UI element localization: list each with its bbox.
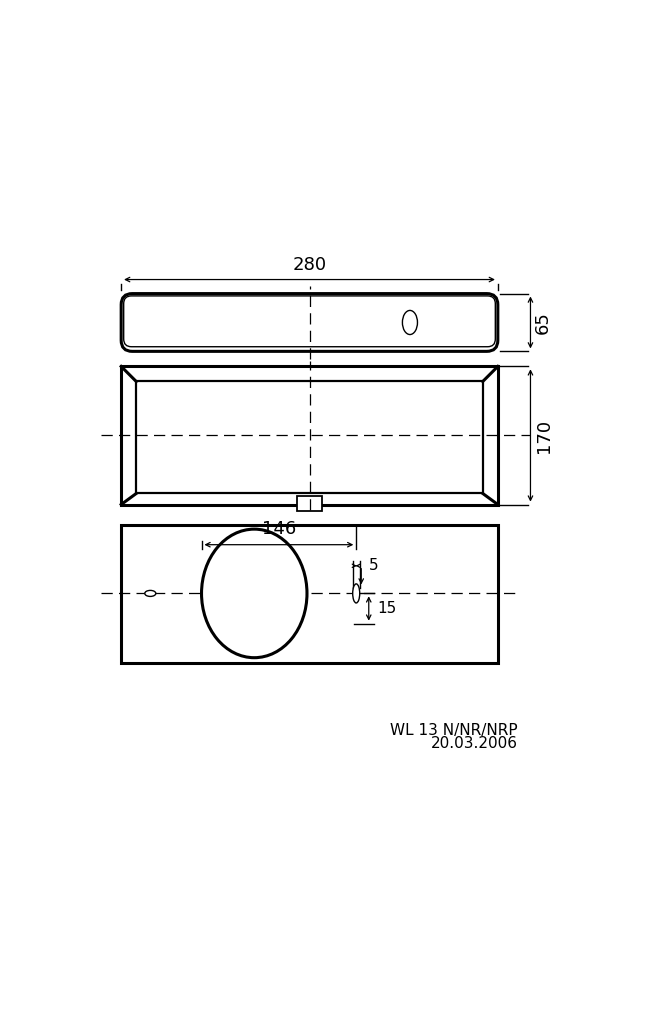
Ellipse shape xyxy=(145,590,156,596)
Bar xyxy=(121,366,498,504)
Bar xyxy=(297,496,322,511)
FancyBboxPatch shape xyxy=(124,296,495,347)
Text: 146: 146 xyxy=(262,520,296,538)
Text: 280: 280 xyxy=(292,255,327,273)
Text: WL 13 N/NR/NRP: WL 13 N/NR/NRP xyxy=(390,723,518,738)
Text: 20.03.2006: 20.03.2006 xyxy=(431,736,518,751)
Text: 170: 170 xyxy=(535,419,553,452)
Bar xyxy=(121,525,498,663)
Bar xyxy=(136,381,483,493)
Ellipse shape xyxy=(202,529,307,658)
Ellipse shape xyxy=(353,584,360,603)
FancyBboxPatch shape xyxy=(121,294,498,351)
Ellipse shape xyxy=(402,311,417,335)
Text: 5: 5 xyxy=(369,558,378,573)
Text: 15: 15 xyxy=(378,601,397,615)
Text: 65: 65 xyxy=(534,311,552,334)
